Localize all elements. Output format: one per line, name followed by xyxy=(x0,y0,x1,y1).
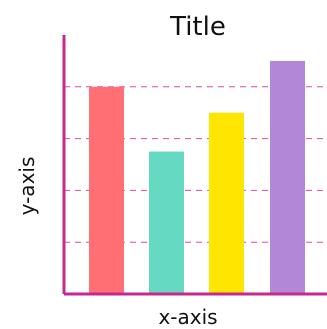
bar-layer xyxy=(89,60,305,295)
chart-title: Title xyxy=(169,12,226,42)
axis-layer xyxy=(62,35,327,296)
bar xyxy=(270,60,305,295)
x-axis-label: x-axis xyxy=(158,305,217,329)
bar xyxy=(149,151,184,294)
bar xyxy=(89,86,124,294)
y-axis-label: y-axis xyxy=(15,157,39,216)
bar xyxy=(209,112,244,294)
